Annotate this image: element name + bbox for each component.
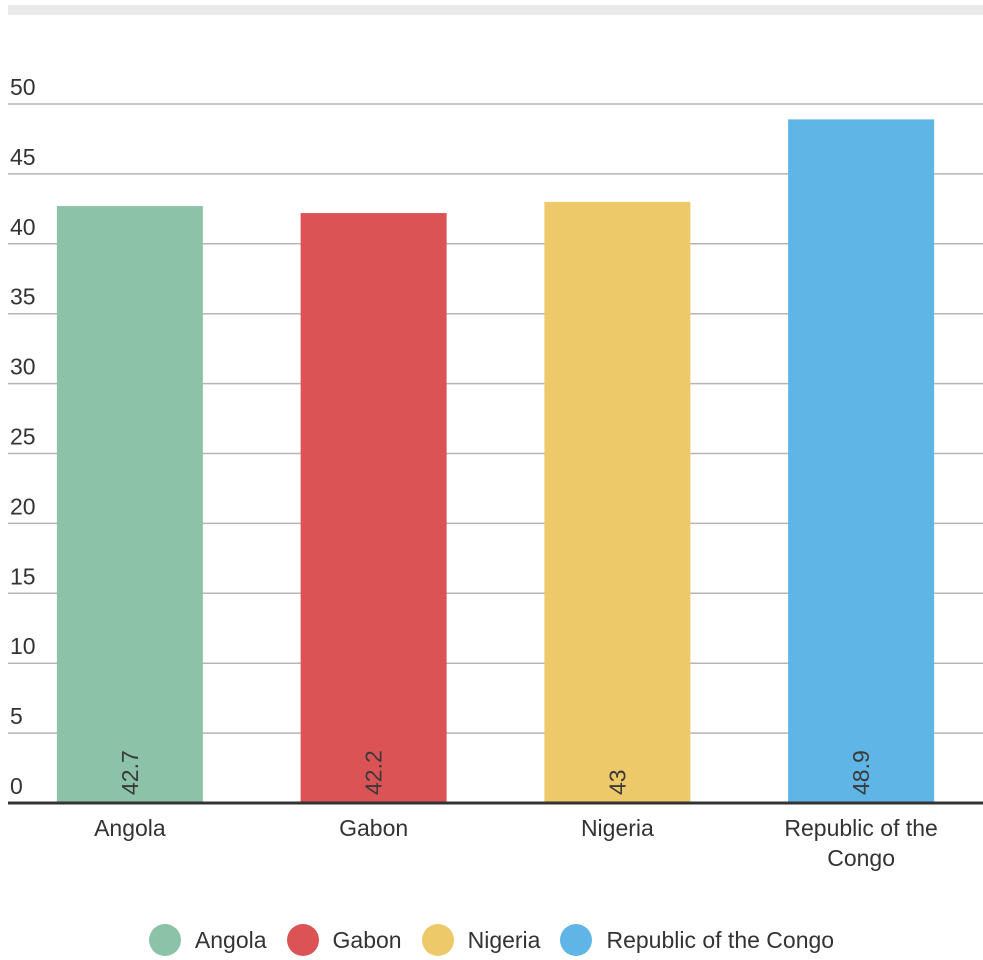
data-label-nigeria: 43	[604, 769, 630, 795]
y-tick-label-25: 25	[10, 424, 36, 450]
legend-swatch-nigeria	[421, 924, 454, 956]
legend-label-republic-of-the-congo: Republic of the Congo	[606, 926, 835, 953]
data-label-gabon: 42.2	[361, 750, 387, 795]
legend-label-angola: Angola	[194, 926, 267, 953]
y-tick-label-15: 15	[10, 563, 36, 589]
bar-angola	[56, 206, 203, 803]
y-tick-label-30: 30	[10, 354, 36, 380]
y-tick-label-35: 35	[10, 284, 36, 310]
legend-item-republic-of-the-congo: Republic of the Congo	[560, 924, 834, 956]
y-tick-label-5: 5	[10, 703, 23, 729]
data-label-republic-of-the-congo: 48.9	[848, 750, 874, 795]
data-label-angola: 42.7	[117, 750, 143, 795]
x-tick-label-republic-of-the-congo: Republic of the Congo	[784, 815, 937, 871]
bar-republic-of-the-congo	[788, 119, 935, 804]
y-tick-label-10: 10	[10, 633, 36, 659]
legend-item-angola: Angola	[148, 924, 267, 956]
legend-label-nigeria: Nigeria	[467, 926, 541, 953]
legend-swatch-republic-of-the-congo	[560, 924, 593, 956]
y-tick-label-40: 40	[10, 214, 36, 240]
bar-nigeria	[544, 201, 691, 804]
y-tick-label-20: 20	[10, 493, 36, 519]
y-tick-label-45: 45	[10, 144, 36, 170]
bar-chart: 0 5 10 15 20 25 30 35 40 45 50 42.7 Angola 42.2 Gabon 4…	[8, 74, 983, 871]
legend-item-nigeria: Nigeria	[421, 924, 541, 956]
legend-swatch-angola	[148, 924, 181, 956]
x-tick-label-nigeria: Nigeria	[581, 815, 654, 841]
top-divider-bar	[8, 5, 983, 15]
bar-gabon	[300, 213, 447, 803]
x-tick-label-angola: Angola	[94, 815, 166, 841]
x-tick-label-gabon: Gabon	[339, 815, 408, 841]
legend-label-gabon: Gabon	[332, 926, 402, 953]
y-tick-label-0: 0	[10, 773, 23, 799]
legend-item-gabon: Gabon	[286, 924, 402, 956]
legend-swatch-gabon	[286, 924, 319, 956]
chart-legend: Angola Gabon Nigeria Republic of the Con…	[0, 920, 983, 960]
y-tick-label-50: 50	[10, 74, 36, 100]
